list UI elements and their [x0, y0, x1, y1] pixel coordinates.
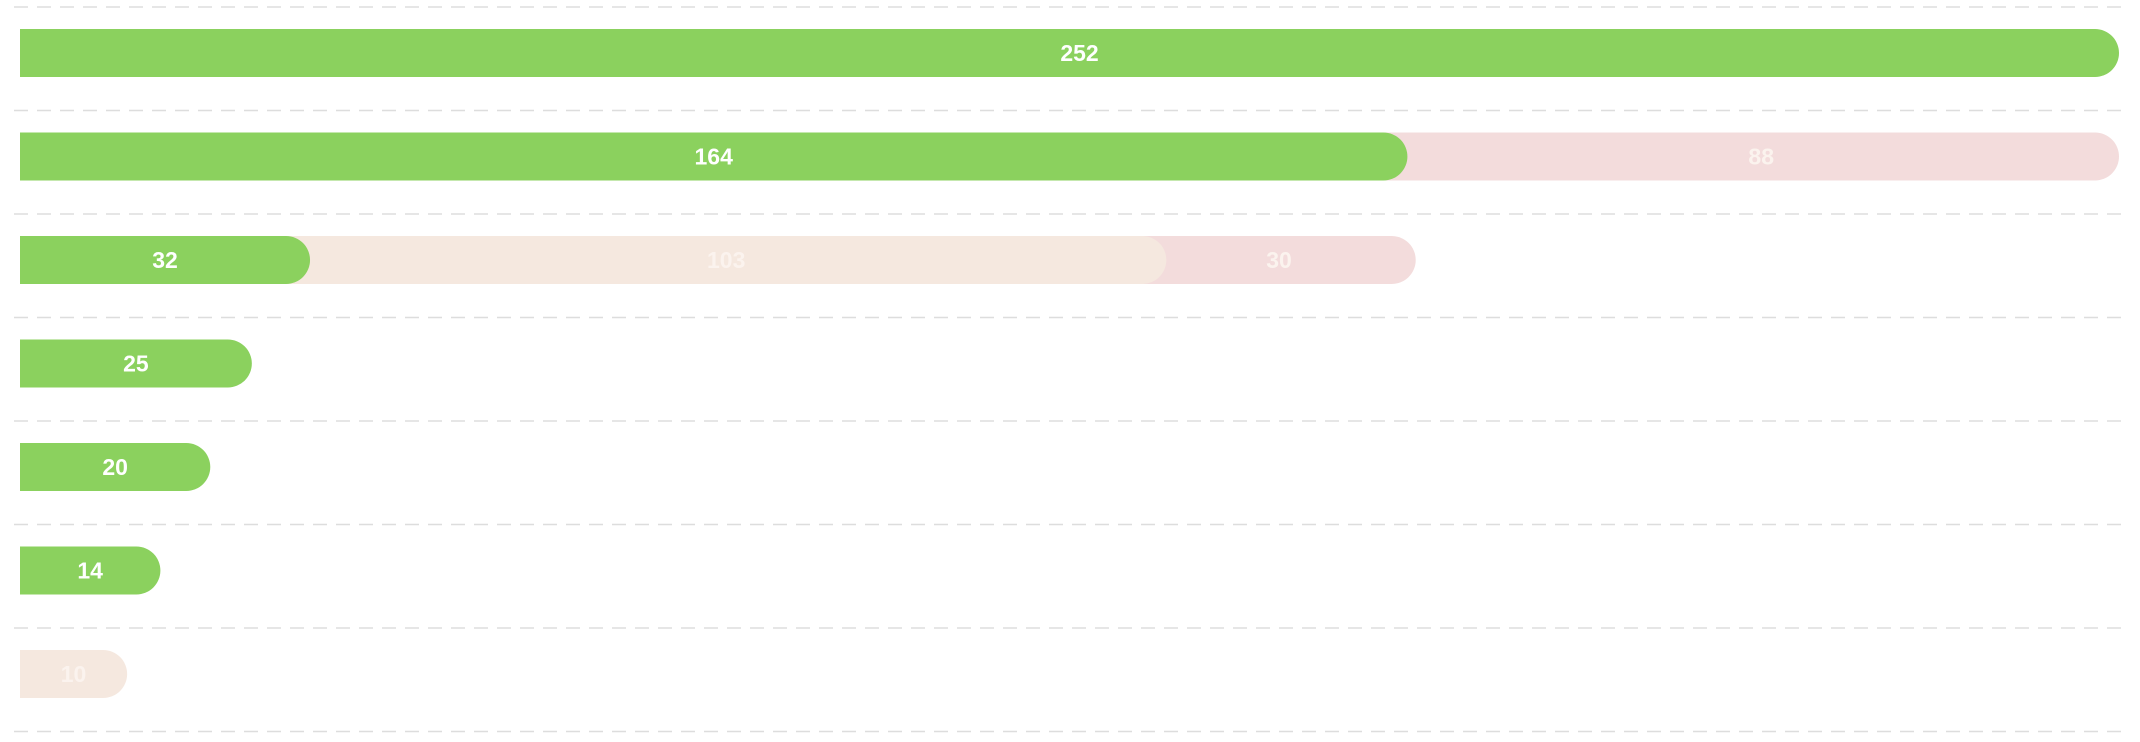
- bar-segment: [20, 132, 1408, 181]
- bar-segment: [20, 236, 311, 284]
- data-label: 32: [152, 247, 178, 273]
- data-label: 30: [1266, 247, 1292, 273]
- bar-segment: [286, 236, 1167, 284]
- data-label: 164: [695, 144, 734, 170]
- bar-segment: [20, 546, 161, 595]
- data-label: 14: [77, 558, 103, 584]
- data-label: 20: [102, 454, 128, 480]
- data-label: 103: [707, 247, 745, 273]
- bar-segment: [20, 339, 252, 388]
- bar-segment: [20, 443, 211, 491]
- data-label: 10: [61, 661, 87, 687]
- bar-segment: [20, 29, 2119, 77]
- bar-segment: [20, 650, 128, 698]
- data-label: 25: [123, 351, 149, 377]
- bar-segment: [1383, 132, 2119, 181]
- data-label: 252: [1060, 40, 1098, 66]
- data-label: 88: [1748, 144, 1774, 170]
- bar-segment: [1142, 236, 1416, 284]
